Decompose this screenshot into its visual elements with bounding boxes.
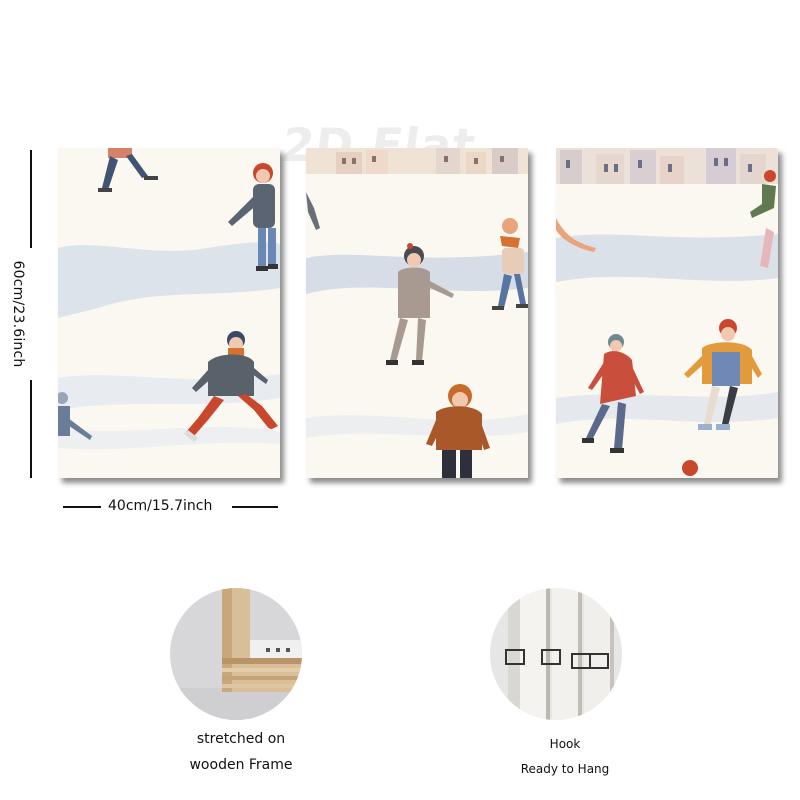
height-dimension-label: 60cm/23.6inch bbox=[10, 260, 26, 368]
hook-detail bbox=[490, 588, 622, 720]
wooden-frame-image bbox=[170, 588, 302, 720]
frame-caption-line2: wooden Frame bbox=[189, 757, 293, 773]
left-panel bbox=[58, 148, 280, 478]
middle-panel bbox=[306, 148, 528, 478]
skater-yellow-coat bbox=[684, 319, 762, 430]
skater-right-top bbox=[750, 170, 776, 268]
width-dimension-line-left bbox=[63, 506, 101, 508]
skater-orange-scarf bbox=[492, 218, 528, 310]
height-dimension-line-top bbox=[30, 150, 32, 248]
right-panel bbox=[556, 148, 778, 478]
skater-grey-jacket bbox=[184, 331, 278, 442]
skater-left-edge bbox=[58, 392, 92, 440]
skater-bottom-head bbox=[682, 460, 698, 476]
middle-panel-artwork bbox=[306, 148, 528, 478]
width-dimension-line-right bbox=[232, 506, 278, 508]
hook-caption-line1: Hook bbox=[549, 737, 581, 751]
right-panel-artwork bbox=[556, 148, 778, 478]
hook-caption-line2: Ready to Hang bbox=[520, 762, 610, 776]
wooden-frame-detail bbox=[170, 588, 302, 720]
skater-middle-edge bbox=[306, 192, 320, 230]
skater-top-left bbox=[98, 148, 158, 192]
skater-red-hair bbox=[228, 163, 278, 271]
village-buildings-right bbox=[556, 148, 778, 184]
left-panel-artwork bbox=[58, 148, 280, 478]
skater-orange-hood bbox=[426, 384, 490, 478]
frame-caption-line1: stretched on bbox=[196, 731, 286, 747]
skater-beige-coat bbox=[386, 243, 454, 365]
height-dimension-line-bottom bbox=[30, 380, 32, 478]
village-buildings bbox=[306, 148, 528, 174]
width-dimension-label: 40cm/15.7inch bbox=[108, 498, 213, 514]
skater-right-edge-hair bbox=[556, 218, 596, 252]
hook-image bbox=[490, 588, 622, 720]
skater-red-coat bbox=[582, 334, 644, 453]
